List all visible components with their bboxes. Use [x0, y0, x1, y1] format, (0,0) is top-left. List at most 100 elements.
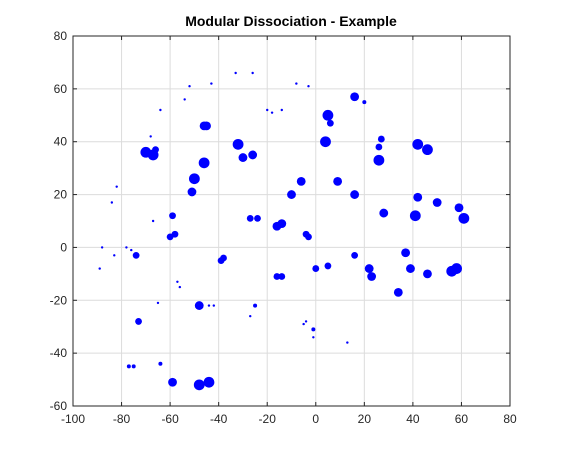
data-point	[312, 265, 320, 272]
data-point	[149, 135, 152, 138]
data-point	[188, 173, 200, 185]
data-point	[207, 304, 211, 307]
data-point	[305, 233, 312, 241]
data-point	[401, 248, 411, 258]
chart-title: Modular Dissociation - Example	[185, 13, 397, 29]
y-tick-label: -20	[50, 293, 68, 307]
data-point	[210, 82, 213, 85]
data-point	[458, 212, 470, 224]
y-tick-label: -40	[50, 346, 68, 360]
data-point	[234, 71, 237, 75]
data-point	[307, 85, 310, 88]
data-point	[183, 98, 186, 101]
data-point	[280, 108, 283, 112]
data-point	[295, 82, 298, 85]
y-tick-label: 40	[54, 135, 68, 149]
tick-label-layer: -100 -80 -60 -40 -20 0 20 40 60 80 -60 -40 -20 0 20 40 6…	[50, 29, 517, 426]
data-point	[198, 157, 210, 169]
data-point	[422, 144, 433, 156]
data-point	[156, 301, 160, 305]
data-point	[379, 208, 389, 218]
data-point	[253, 303, 258, 308]
x-tick-label: -40	[210, 412, 228, 426]
data-point	[451, 263, 462, 274]
data-point	[351, 251, 359, 259]
plot-frame	[72, 35, 511, 407]
y-tick-label: 20	[54, 188, 68, 202]
x-tick-label: -100	[61, 412, 85, 426]
data-point	[350, 190, 360, 199]
axes-layer	[72, 35, 511, 407]
data-point	[217, 257, 225, 265]
data-point	[367, 272, 377, 281]
data-point	[377, 135, 385, 143]
data-point	[202, 121, 211, 131]
data-point	[194, 301, 204, 310]
data-point	[113, 254, 116, 257]
data-point	[158, 361, 163, 366]
data-point	[110, 201, 114, 204]
data-point	[304, 320, 308, 323]
data-point	[193, 379, 205, 391]
data-point	[152, 146, 159, 154]
data-point	[409, 210, 421, 222]
x-tick-label: 0	[312, 412, 319, 426]
data-point	[375, 143, 383, 151]
data-point	[151, 219, 155, 223]
data-point	[324, 262, 332, 270]
data-point	[132, 251, 140, 259]
data-point	[100, 246, 104, 249]
data-point	[311, 327, 316, 332]
data-point	[406, 264, 415, 273]
x-tick-label: -60	[161, 412, 179, 426]
data-point	[393, 287, 403, 297]
y-tick-label: 60	[54, 82, 68, 96]
data-point	[412, 138, 424, 150]
data-point	[373, 154, 385, 166]
data-point	[203, 376, 215, 388]
data-point	[296, 176, 306, 186]
data-point	[166, 233, 174, 241]
y-tick-label: 0	[60, 240, 67, 254]
data-point	[159, 108, 162, 112]
data-point	[266, 108, 269, 112]
data-point	[432, 198, 442, 207]
data-point	[251, 71, 254, 75]
data-point	[115, 185, 118, 188]
data-point	[246, 214, 254, 222]
data-point	[98, 267, 101, 270]
points-layer	[98, 71, 470, 391]
data-point	[320, 136, 331, 148]
data-point	[270, 111, 274, 114]
data-point	[168, 377, 177, 387]
data-point	[188, 85, 191, 88]
data-point	[322, 109, 334, 121]
x-tick-label: 20	[358, 412, 372, 426]
data-point	[273, 273, 281, 280]
data-point	[333, 176, 343, 186]
data-point	[362, 100, 367, 105]
data-point	[248, 150, 258, 160]
data-point	[350, 92, 360, 102]
data-point	[125, 246, 128, 249]
data-point	[364, 264, 374, 273]
data-point	[187, 187, 197, 197]
data-point	[277, 219, 287, 229]
x-tick-label: -80	[113, 412, 131, 426]
data-point	[176, 280, 179, 283]
x-tick-label: 40	[406, 412, 420, 426]
data-point	[254, 214, 261, 222]
plot-background	[73, 36, 510, 406]
data-point	[249, 314, 252, 318]
x-tick-label: 80	[503, 412, 517, 426]
data-point	[238, 153, 248, 162]
data-point	[178, 285, 182, 289]
data-point	[312, 336, 315, 339]
data-point	[423, 269, 432, 279]
y-tick-label: 80	[54, 29, 68, 43]
data-point	[130, 248, 133, 252]
data-point	[232, 138, 244, 150]
x-tick-label: 60	[455, 412, 469, 426]
